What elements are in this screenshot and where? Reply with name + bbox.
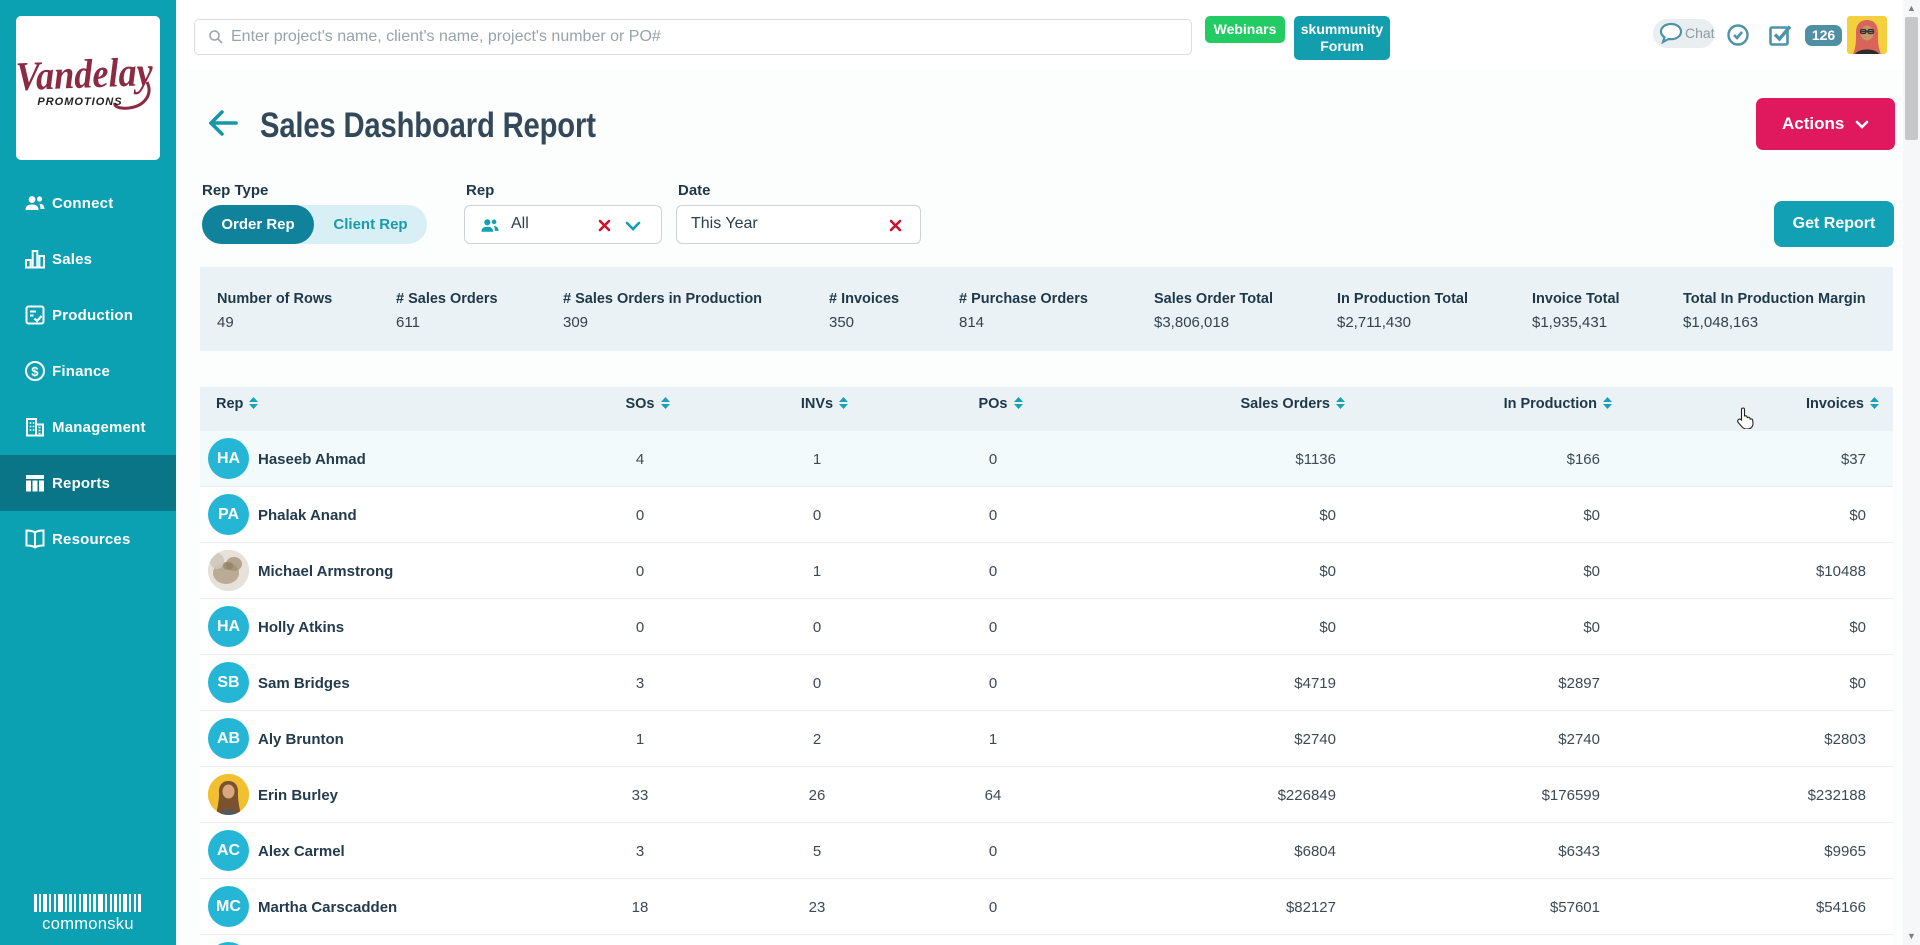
svg-text:$: $ (31, 364, 39, 379)
svg-text:PROMOTIONS: PROMOTIONS (37, 96, 122, 108)
svg-text:Vandelay: Vandelay (16, 50, 154, 100)
